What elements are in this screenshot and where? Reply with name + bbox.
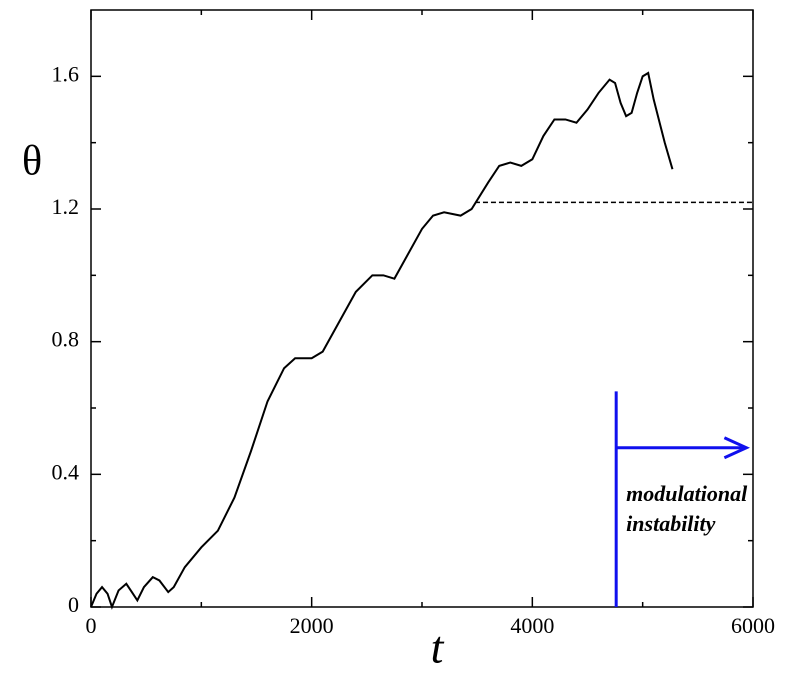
y-tick-label: 0.4 <box>52 459 80 484</box>
y-tick-label: 0 <box>68 592 79 617</box>
annotation: modulational <box>626 481 748 506</box>
y-tick-label: 0.8 <box>52 327 80 352</box>
annotation: instability <box>626 511 715 536</box>
y-axis-label: θ <box>22 139 42 185</box>
x-tick-label: 0 <box>86 613 97 638</box>
y-tick-label: 1.2 <box>52 194 80 219</box>
x-tick-label: 6000 <box>731 613 775 638</box>
x-axis-label: t <box>431 622 445 673</box>
x-tick-label: 4000 <box>510 613 554 638</box>
y-tick-label: 1.6 <box>52 61 80 86</box>
x-tick-label: 2000 <box>290 613 334 638</box>
arrow-head <box>723 436 751 460</box>
data-line <box>90 71 674 610</box>
